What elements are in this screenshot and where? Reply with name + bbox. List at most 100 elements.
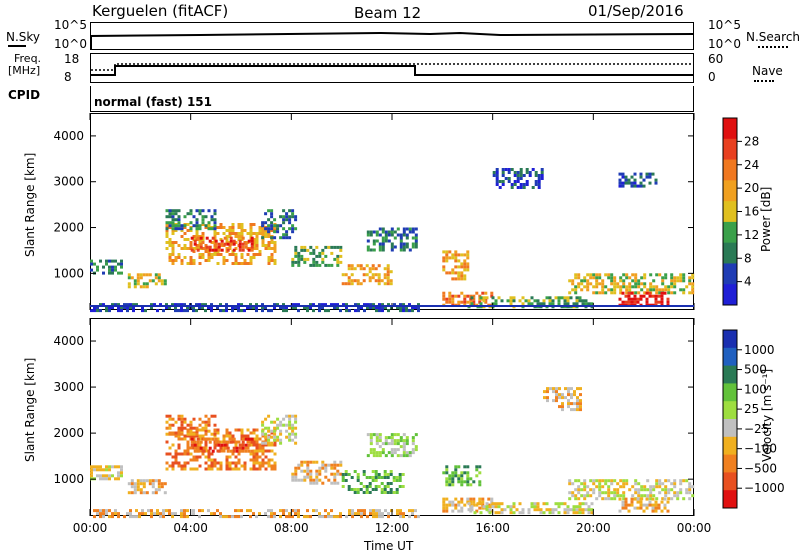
y-tick-label: 3000 bbox=[53, 380, 84, 394]
colorbar-segment bbox=[723, 118, 737, 140]
scatter-patch bbox=[93, 509, 420, 519]
colorbar-segment bbox=[723, 330, 737, 349]
freq-left-bottom-tick: 8 bbox=[64, 70, 72, 84]
scatter-patch bbox=[261, 209, 298, 240]
scatter-patch bbox=[190, 437, 254, 453]
freq-panel bbox=[90, 53, 694, 83]
noise-left-bottom-tick: 10^0 bbox=[54, 37, 87, 51]
colorbar-tick-label: 8 bbox=[744, 251, 752, 265]
scatter-patch bbox=[190, 236, 254, 252]
nave-legend-line bbox=[754, 80, 774, 82]
scatter-patch bbox=[291, 460, 343, 485]
noise-left-top-tick: 10^5 bbox=[54, 18, 87, 32]
scatter-patch bbox=[261, 414, 298, 445]
scatter-patch bbox=[341, 470, 405, 494]
nsky-label: N.Sky bbox=[6, 30, 41, 44]
scatter-patch bbox=[165, 414, 217, 436]
colorbar-segment bbox=[723, 401, 737, 420]
scatter-patch bbox=[467, 502, 594, 515]
y-tick-label: 3000 bbox=[53, 175, 84, 189]
colorbar-tick-label: −1000 bbox=[744, 481, 785, 495]
y-tick-label: 2000 bbox=[53, 426, 84, 440]
colorbar-segment bbox=[723, 454, 737, 473]
x-tick-label: 16:00 bbox=[475, 521, 510, 535]
scatter-patch bbox=[442, 465, 482, 487]
colorbar-segment bbox=[723, 490, 737, 509]
colorbar-tick-label: −25 bbox=[744, 422, 769, 436]
colorbar-segment bbox=[723, 365, 737, 384]
scatter-patch bbox=[165, 209, 217, 231]
colorbar-tick-label: 4 bbox=[744, 275, 752, 289]
y-tick-label: 4000 bbox=[53, 334, 84, 348]
colorbar-segment bbox=[723, 242, 737, 264]
nsky-trace bbox=[90, 31, 694, 50]
colorbar-tick-label: 20 bbox=[744, 181, 759, 195]
scatter-patch bbox=[442, 497, 494, 513]
x-tick-label: 04:00 bbox=[173, 521, 208, 535]
scatter-patch bbox=[568, 273, 695, 295]
nave-trace bbox=[91, 63, 693, 71]
beam-label: Beam 12 bbox=[354, 4, 422, 22]
freq-label-line1: Freq. bbox=[14, 52, 42, 65]
colorbar-segment bbox=[723, 263, 737, 285]
colorbar-tick-label: 16 bbox=[744, 205, 759, 219]
cpid-label: CPID bbox=[8, 88, 41, 102]
x-tick-label: 12:00 bbox=[375, 521, 410, 535]
cpid-value: normal (fast) 151 bbox=[94, 95, 212, 109]
nsearch-legend-line bbox=[758, 46, 788, 48]
colorbar-tick-label: −100 bbox=[744, 442, 777, 456]
nsky-legend-line bbox=[8, 45, 26, 47]
colorbar-segment bbox=[723, 436, 737, 456]
x-tick-label: 00:00 bbox=[677, 521, 712, 535]
scatter-patch bbox=[366, 433, 418, 458]
colorbar-segment bbox=[723, 180, 737, 202]
colorbar-tick-label: 500 bbox=[744, 363, 767, 377]
colorbar-tick-label: −500 bbox=[744, 461, 777, 475]
freq-right-top-tick: 60 bbox=[708, 52, 724, 66]
scatter-patch bbox=[618, 497, 670, 513]
scatter-patch bbox=[442, 250, 470, 281]
scatter-patch bbox=[341, 264, 393, 286]
nsearch-label: N.Search bbox=[746, 30, 800, 44]
x-tick-label: 20:00 bbox=[576, 521, 611, 535]
noise-right-top-tick: 10^5 bbox=[708, 18, 741, 32]
scatter-patch bbox=[618, 172, 658, 188]
colorbar-frame bbox=[722, 329, 738, 509]
colorbar-tick-label: 28 bbox=[744, 134, 759, 148]
colorbar-segment bbox=[723, 159, 737, 181]
y-tick-label: 2000 bbox=[53, 221, 84, 235]
y-tick-label: 1000 bbox=[53, 472, 84, 486]
cpid-panel bbox=[90, 86, 694, 112]
colorbar-segment bbox=[723, 284, 737, 306]
scatter-patch bbox=[90, 259, 123, 275]
freq-label-line2: [MHz] bbox=[8, 64, 41, 77]
scatter-patch bbox=[366, 227, 418, 252]
colorbar-tick-label: 100 bbox=[744, 382, 767, 396]
noise-right-bottom-tick: 10^0 bbox=[708, 37, 741, 51]
date-label: 01/Sep/2016 bbox=[588, 2, 684, 20]
scatter-patch bbox=[127, 479, 167, 495]
scatter-patch bbox=[90, 303, 420, 313]
time-axis-title: Time UT bbox=[364, 539, 414, 553]
colorbar-tick-label: 25 bbox=[744, 402, 759, 416]
y-tick-label: 1000 bbox=[53, 266, 84, 280]
x-tick-label: 08:00 bbox=[274, 521, 309, 535]
colorbar-segment bbox=[723, 472, 737, 491]
scatter-patch bbox=[291, 245, 343, 267]
station-title: Kerguelen (fitACF) bbox=[92, 2, 229, 20]
scatter-patch bbox=[568, 479, 695, 501]
nave-label: Nave bbox=[752, 64, 783, 78]
x-tick-label: 00:00 bbox=[73, 521, 108, 535]
colorbar-segment bbox=[723, 138, 737, 161]
colorbar-tick-label: 12 bbox=[744, 228, 759, 242]
scatter-patch bbox=[467, 296, 594, 309]
y-tick-label: 4000 bbox=[53, 129, 84, 143]
freq-left-top-tick: 18 bbox=[64, 52, 80, 66]
scatter-patch bbox=[127, 273, 167, 289]
colorbar-segment bbox=[723, 221, 737, 244]
colorbar-tick-label: 1000 bbox=[744, 343, 775, 357]
scatter-patch bbox=[492, 168, 544, 189]
colorbar-segment bbox=[723, 347, 737, 367]
colorbar-segment bbox=[723, 419, 737, 438]
